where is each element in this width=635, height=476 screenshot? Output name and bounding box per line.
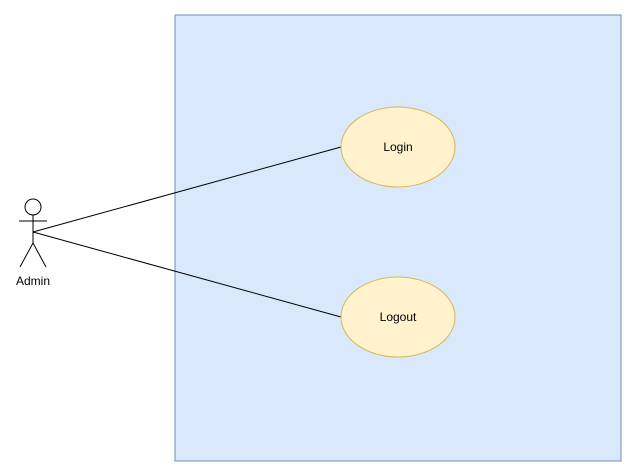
actor-admin[interactable]	[19, 198, 47, 268]
actor-left-leg	[19, 242, 34, 268]
actor-right-leg	[32, 242, 47, 268]
use-case-logout-label: Logout	[380, 310, 417, 324]
use-case-login-ellipse	[340, 106, 456, 188]
actor-head	[24, 198, 42, 216]
association-admin-login[interactable]	[32, 146, 342, 233]
use-case-logout-ellipse	[340, 276, 456, 358]
system-boundary[interactable]	[174, 14, 622, 462]
use-case-logout[interactable]: Logout	[340, 276, 456, 358]
use-case-login[interactable]: Login	[340, 106, 456, 188]
actor-admin-label: Admin	[16, 274, 50, 288]
use-case-login-label: Login	[383, 140, 412, 154]
association-admin-logout[interactable]	[32, 231, 342, 318]
